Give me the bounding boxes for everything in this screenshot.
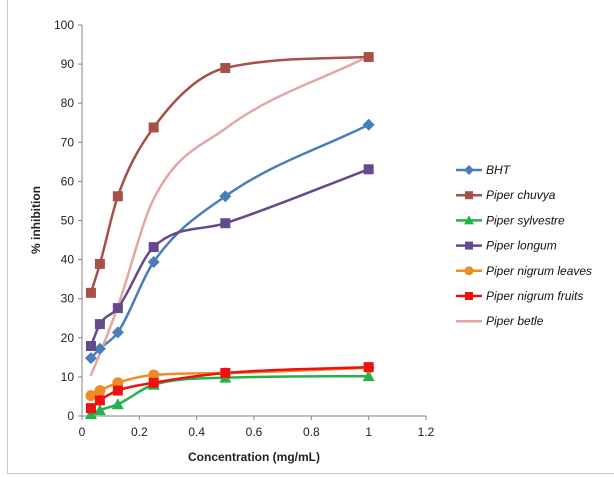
- legend-swatch-marker: [465, 191, 473, 200]
- legend-item-piper-nigrum-fruits: Piper nigrum fruits: [456, 289, 583, 303]
- data-point: [84, 408, 97, 420]
- data-point: [85, 341, 96, 352]
- data-point: [362, 118, 375, 131]
- x-tick-label: 0.6: [246, 425, 263, 439]
- series-lines: [89, 55, 370, 416]
- data-point: [219, 190, 232, 203]
- data-point: [147, 255, 160, 268]
- data-point: [112, 303, 123, 314]
- legend-item-piper-nigrum-leaves: Piper nigrum leaves: [456, 264, 592, 278]
- legend-label: Piper sylvestre: [486, 213, 565, 227]
- data-point: [220, 63, 231, 74]
- x-ticks: 0 0.2 0.4 0.6 0.8 1 1.2: [79, 416, 435, 439]
- x-tick-label: 1.2: [418, 425, 435, 439]
- y-tick-label: 0: [67, 409, 74, 423]
- data-point: [84, 352, 97, 365]
- data-point: [85, 287, 96, 298]
- data-point: [362, 370, 375, 382]
- data-point: [363, 164, 374, 175]
- y-tick-label: 20: [61, 331, 75, 345]
- legend-swatch-marker: [464, 266, 474, 276]
- legend-label: Piper chuvya: [486, 188, 556, 202]
- axes: [81, 25, 426, 417]
- legend: BHT Piper chuvya Piper sylvestre Piper long…: [456, 163, 592, 328]
- legend-label: Piper longum: [486, 239, 557, 253]
- y-tick-label: 30: [61, 292, 75, 306]
- data-point: [148, 377, 159, 388]
- legend-swatch-marker: [465, 292, 473, 300]
- data-point: [85, 403, 96, 414]
- y-tick-label: 100: [54, 18, 74, 32]
- data-point: [112, 377, 124, 389]
- data-point: [363, 362, 374, 373]
- y-axis-title: % inhibition: [29, 186, 43, 254]
- data-point: [111, 326, 124, 339]
- data-point: [94, 319, 105, 330]
- legend-swatch-marker: [464, 165, 474, 175]
- y-tick-label: 60: [61, 174, 75, 188]
- y-ticks: 0 10 20 30 40 50 60 70 80 90 100: [54, 18, 82, 423]
- markers-bht: [84, 118, 375, 365]
- data-point: [148, 122, 159, 133]
- data-point: [148, 369, 160, 381]
- markers-piper-longum: [85, 164, 374, 352]
- y-tick-label: 50: [61, 214, 75, 228]
- series-piper-betle: [89, 55, 370, 377]
- data-point: [94, 385, 106, 397]
- markers-piper-chuvya: [85, 52, 374, 298]
- data-point: [220, 367, 231, 378]
- y-tick-label: 90: [61, 57, 75, 71]
- legend-label: Piper nigrum fruits: [486, 289, 583, 303]
- legend-swatch-marker: [465, 241, 473, 250]
- legend-item-piper-longum: Piper longum: [456, 239, 557, 253]
- data-point: [363, 52, 374, 63]
- legend-label: Piper betle: [486, 314, 544, 328]
- y-tick-label: 80: [61, 96, 75, 110]
- legend-label: Piper nigrum leaves: [486, 264, 592, 278]
- legend-swatch-marker: [464, 215, 474, 225]
- data-point: [111, 398, 124, 410]
- x-tick-label: 0.4: [188, 425, 205, 439]
- x-tick-label: 0: [79, 425, 86, 439]
- x-tick-label: 1: [365, 425, 372, 439]
- y-tick-label: 10: [61, 370, 75, 384]
- data-point: [94, 395, 105, 406]
- data-point: [112, 191, 123, 202]
- x-tick-label: 0.2: [131, 425, 148, 439]
- data-point: [148, 242, 159, 253]
- data-point: [93, 342, 106, 355]
- data-point: [93, 404, 106, 416]
- legend-label: BHT: [486, 163, 512, 177]
- markers-piper-nigrum-fruits: [85, 362, 374, 414]
- series-markers: [84, 52, 375, 420]
- series-line-piper-betle: [89, 55, 370, 377]
- data-point: [85, 390, 97, 402]
- legend-item-bht: BHT: [456, 163, 512, 177]
- legend-item-piper-sylvestre: Piper sylvestre: [456, 213, 565, 227]
- y-tick-label: 40: [61, 253, 75, 267]
- legend-item-piper-chuvya: Piper chuvya: [456, 188, 556, 202]
- legend-item-piper-betle: Piper betle: [456, 314, 544, 328]
- y-tick-label: 70: [61, 135, 75, 149]
- data-point: [112, 385, 123, 396]
- x-tick-label: 0.8: [303, 425, 320, 439]
- x-axis-title: Concentration (mg/mL): [188, 450, 320, 464]
- data-point: [94, 258, 105, 269]
- data-point: [220, 218, 231, 229]
